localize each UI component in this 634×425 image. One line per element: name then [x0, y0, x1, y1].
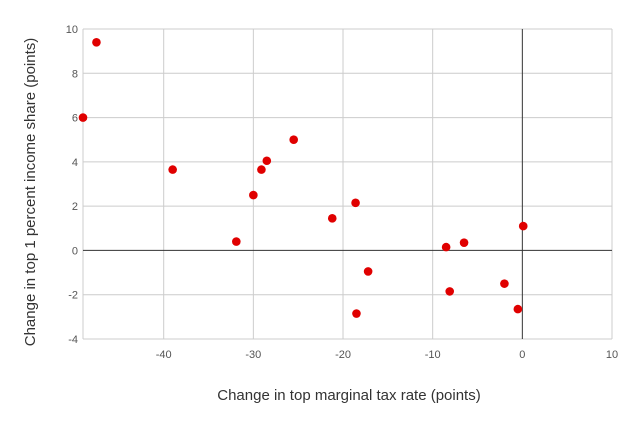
x-tick-label: -40	[156, 349, 172, 361]
data-point	[441, 242, 451, 252]
data-point	[327, 214, 337, 223]
data-point	[445, 287, 455, 296]
data-point	[513, 304, 523, 314]
data-point	[500, 279, 509, 288]
y-tick-label: 10	[66, 24, 78, 36]
data-point	[257, 165, 266, 174]
x-tick-label: -30	[245, 349, 261, 361]
grid-lines	[82, 28, 613, 340]
x-tick-label: 10	[606, 349, 618, 361]
x-axis-title: Change in top marginal tax rate (points)	[217, 387, 480, 404]
tick-labels: -40 -30 -20 -10 0 10 10 8 6 4 2 0 -2 -4	[66, 24, 618, 361]
data-point	[351, 198, 360, 208]
y-tick-label: 8	[72, 68, 78, 80]
y-axis-title: Change in top 1 percent income share (po…	[22, 38, 39, 347]
data-point	[289, 135, 299, 145]
data-point	[92, 37, 101, 47]
y-tick-label: -4	[68, 334, 78, 346]
data-point	[262, 156, 272, 166]
zero-axes	[83, 29, 612, 339]
x-tick-label: -20	[335, 349, 351, 361]
x-tick-label: 0	[519, 349, 525, 361]
data-point	[168, 165, 177, 174]
y-tick-label: 4	[72, 157, 78, 169]
data-points	[78, 37, 528, 318]
y-tick-label: 0	[72, 245, 78, 257]
data-point	[78, 113, 88, 122]
x-tick-label: -10	[425, 349, 441, 361]
data-point	[352, 309, 361, 318]
data-point	[518, 221, 528, 231]
y-tick-label: 2	[72, 201, 78, 213]
data-point	[363, 267, 373, 276]
data-point	[232, 237, 241, 246]
data-point	[459, 238, 469, 247]
y-tick-label: -2	[68, 290, 78, 302]
y-tick-label: 6	[72, 113, 78, 125]
data-point	[249, 190, 258, 200]
